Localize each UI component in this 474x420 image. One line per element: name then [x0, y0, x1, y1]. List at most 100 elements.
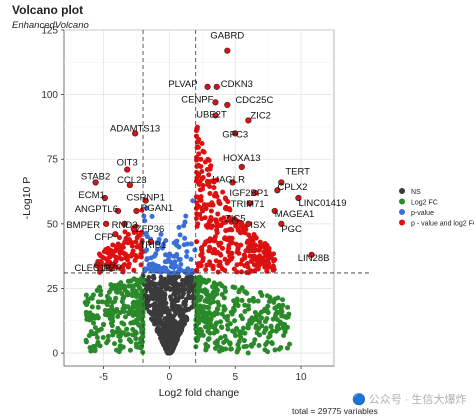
data-point	[219, 311, 225, 317]
data-point	[221, 295, 227, 301]
data-point	[177, 266, 183, 272]
data-point	[192, 247, 198, 253]
data-point	[203, 290, 209, 296]
data-point	[287, 341, 293, 347]
data-point	[214, 320, 220, 326]
data-point	[236, 289, 242, 295]
data-point	[245, 238, 251, 244]
data-point	[183, 213, 189, 219]
data-point	[144, 205, 150, 211]
data-point	[190, 198, 196, 204]
data-point	[239, 316, 245, 322]
labeled-gene-point	[274, 187, 281, 194]
data-point	[245, 322, 251, 328]
data-point	[205, 329, 211, 335]
data-point	[176, 304, 182, 309]
data-point	[284, 345, 290, 351]
data-point	[284, 324, 290, 330]
data-point	[242, 289, 248, 295]
data-point	[213, 345, 219, 351]
data-point	[85, 296, 91, 302]
data-point	[99, 299, 105, 305]
data-point	[197, 274, 203, 280]
data-point	[183, 279, 189, 285]
data-point	[151, 275, 157, 281]
data-point	[213, 258, 219, 264]
data-point	[110, 307, 116, 313]
data-point	[199, 140, 205, 146]
data-point	[113, 258, 119, 264]
labeled-gene-point	[130, 225, 137, 233]
data-point	[105, 333, 111, 339]
gene-label: LIN28B	[298, 253, 330, 264]
data-point	[109, 328, 115, 334]
data-point	[223, 219, 229, 225]
data-point	[267, 333, 273, 339]
data-point	[203, 206, 209, 212]
gene-label: ZIC2	[250, 110, 271, 121]
data-point	[130, 312, 136, 318]
data-point	[136, 243, 142, 249]
data-point	[240, 325, 246, 331]
labeled-gene-point	[245, 117, 252, 124]
data-point	[229, 311, 235, 317]
labeled-gene-point	[278, 220, 285, 227]
gene-label: OIT3	[117, 158, 138, 169]
data-point	[268, 297, 274, 303]
y-tick-label: 50	[47, 219, 59, 230]
data-point	[262, 347, 268, 353]
data-point	[92, 325, 98, 331]
data-point	[207, 259, 213, 265]
labeled-gene-point	[92, 179, 99, 186]
data-point	[194, 211, 200, 217]
data-point	[276, 346, 282, 352]
data-point	[274, 316, 280, 322]
data-point	[255, 298, 261, 304]
data-point	[125, 304, 131, 310]
data-point	[97, 343, 103, 349]
legend-label: p - value and log2 FC	[411, 221, 474, 228]
data-point	[168, 279, 174, 285]
data-point	[150, 318, 156, 323]
data-point	[175, 291, 181, 296]
labeled-gene-point	[224, 47, 231, 54]
data-point	[160, 320, 166, 326]
labeled-gene-point	[212, 99, 219, 106]
labeled-gene-point	[103, 220, 110, 227]
data-point	[208, 311, 214, 317]
data-point	[208, 208, 214, 214]
data-point	[103, 299, 109, 305]
data-point	[215, 299, 221, 305]
data-point	[147, 310, 153, 316]
y-tick-label: 75	[47, 155, 59, 166]
data-point	[174, 298, 180, 304]
data-point	[196, 294, 202, 300]
data-point	[193, 278, 199, 284]
data-point	[203, 279, 209, 285]
data-point	[117, 286, 123, 292]
data-point	[95, 339, 101, 345]
data-point	[129, 243, 135, 249]
data-point	[232, 285, 238, 291]
labeled-gene-point	[245, 220, 252, 227]
data-point	[250, 235, 256, 241]
data-point	[190, 287, 196, 293]
data-point	[153, 251, 159, 257]
data-point	[129, 251, 135, 257]
data-point	[131, 267, 137, 273]
data-point	[203, 239, 209, 245]
data-point	[263, 342, 269, 348]
data-points	[82, 47, 315, 356]
data-point	[117, 266, 123, 272]
data-point	[139, 335, 145, 341]
data-point	[238, 261, 244, 267]
data-point	[265, 303, 271, 309]
data-point	[104, 340, 110, 346]
data-point	[280, 297, 286, 303]
data-point	[134, 312, 140, 318]
data-point	[181, 290, 186, 296]
data-point	[218, 319, 224, 325]
data-point	[269, 328, 275, 334]
labeled-gene-point	[246, 200, 253, 207]
data-point	[194, 144, 200, 150]
